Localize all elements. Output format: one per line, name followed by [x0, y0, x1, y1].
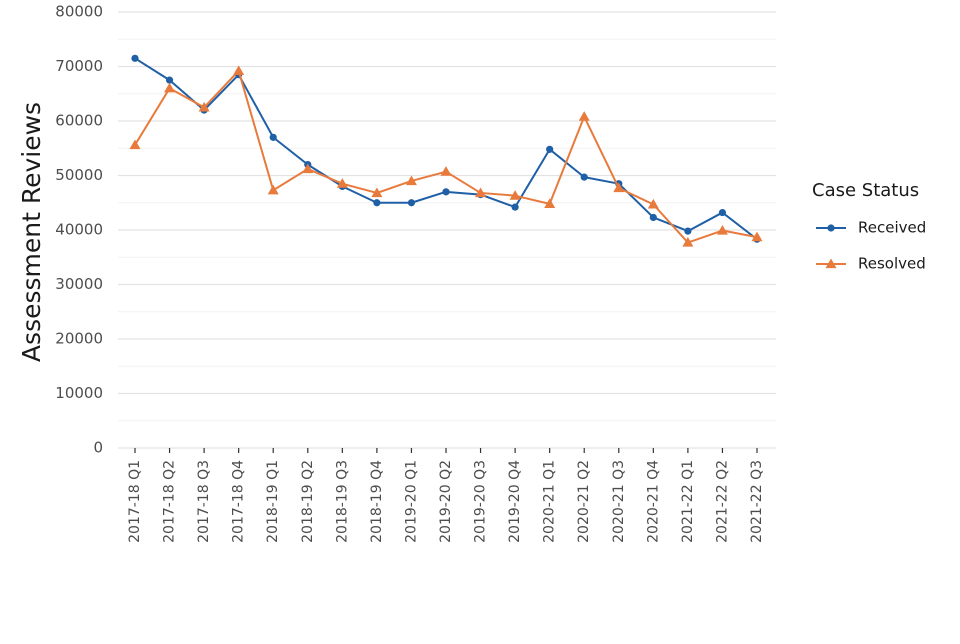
data-point-received [131, 54, 139, 62]
data-point-received [407, 199, 416, 207]
y-axis-label: Assessment Reviews [17, 102, 46, 362]
x-tick-label: 2017-18 Q4 [231, 460, 247, 543]
x-tick-label: 2017-18 Q1 [127, 460, 143, 543]
legend-marker [827, 224, 835, 232]
legend-marker [825, 258, 837, 269]
x-tick-label: 2020-21 Q2 [576, 460, 592, 543]
data-point-resolved [682, 237, 694, 247]
legend-label: Resolved [858, 255, 926, 273]
series-received [131, 54, 761, 243]
data-point-received [718, 208, 727, 217]
y-tick-label: 70000 [55, 57, 103, 75]
series-resolved [129, 65, 763, 247]
data-point-received [373, 199, 381, 207]
data-point-resolved [544, 198, 556, 208]
x-tick-label: 2018-19 Q3 [334, 460, 350, 543]
x-tick-label: 2019-20 Q1 [403, 460, 419, 543]
y-tick-label: 80000 [55, 3, 103, 21]
x-tick-label: 2020-21 Q1 [542, 460, 558, 543]
data-point-resolved [198, 101, 210, 112]
data-point-resolved [405, 175, 417, 186]
x-tick-label: 2021-22 Q3 [749, 460, 765, 543]
y-tick-label: 60000 [55, 112, 103, 130]
data-point-resolved [440, 166, 452, 176]
data-point-resolved [336, 178, 348, 188]
data-point-received [269, 133, 277, 141]
legend-items: Received Resolved [816, 219, 926, 273]
y-tick-label: 10000 [55, 384, 103, 402]
y-tick-label: 30000 [55, 275, 103, 293]
data-point-resolved [509, 190, 521, 200]
grid-minor [118, 38, 776, 422]
legend-title: Case Status [812, 180, 919, 201]
data-point-received [442, 188, 450, 196]
x-tick-label: 2018-19 Q4 [369, 460, 385, 543]
x-tick-label: 2018-19 Q2 [300, 460, 316, 543]
legend-item-resolved: Resolved [816, 255, 926, 273]
x-tick-label: 2019-20 Q3 [473, 460, 489, 543]
data-point-resolved [302, 163, 314, 174]
legend: Case Status Received Resolved [812, 180, 926, 273]
x-tick-label: 2021-22 Q2 [714, 460, 730, 543]
x-tick-label: 2021-22 Q1 [680, 460, 696, 543]
series-line-resolved [134, 69, 758, 244]
x-tick-label: 2019-20 Q2 [438, 460, 454, 543]
grid-major [118, 11, 776, 453]
legend-label: Received [858, 219, 926, 237]
x-tick-label: 2017-18 Q2 [162, 460, 178, 543]
data-point-resolved [751, 231, 763, 242]
data-point-resolved [164, 82, 176, 93]
data-point-received [649, 213, 657, 222]
x-axis-ticks: 2017-18 Q1 2017-18 Q2 2017-18 Q3 2017-18 Q4… [127, 460, 765, 543]
data-point-resolved [716, 225, 728, 235]
data-point-resolved [371, 187, 383, 198]
data-point-received [684, 227, 692, 235]
x-tick-label: 2020-21 Q4 [645, 460, 661, 543]
data-point-resolved [233, 65, 245, 75]
data-point-resolved [647, 198, 659, 209]
x-tick-label: 2018-19 Q1 [265, 460, 281, 543]
y-tick-label: 40000 [55, 221, 103, 239]
legend-item-received: Received [816, 219, 926, 237]
data-point-received [546, 145, 554, 153]
data-point-resolved [613, 182, 625, 193]
y-tick-label: 20000 [55, 330, 103, 348]
data-point-resolved [578, 111, 590, 121]
x-tick-label: 2020-21 Q3 [611, 460, 627, 543]
data-point-resolved [267, 184, 279, 195]
series-layer [129, 54, 763, 247]
x-tick-label: 2017-18 Q3 [196, 460, 212, 543]
y-tick-label: 50000 [55, 166, 103, 184]
data-point-received [511, 203, 519, 211]
series-line-received [134, 57, 758, 241]
data-point-resolved [475, 187, 487, 198]
data-point-resolved [129, 139, 141, 150]
x-tick-label: 2019-20 Q4 [507, 460, 523, 543]
data-point-received [165, 76, 174, 84]
y-tick-label: 0 [93, 439, 103, 457]
y-axis-ticks: 0 10000 20000 30000 40000 50000 60000 70000 8000… [55, 3, 103, 457]
data-point-received [580, 173, 588, 181]
